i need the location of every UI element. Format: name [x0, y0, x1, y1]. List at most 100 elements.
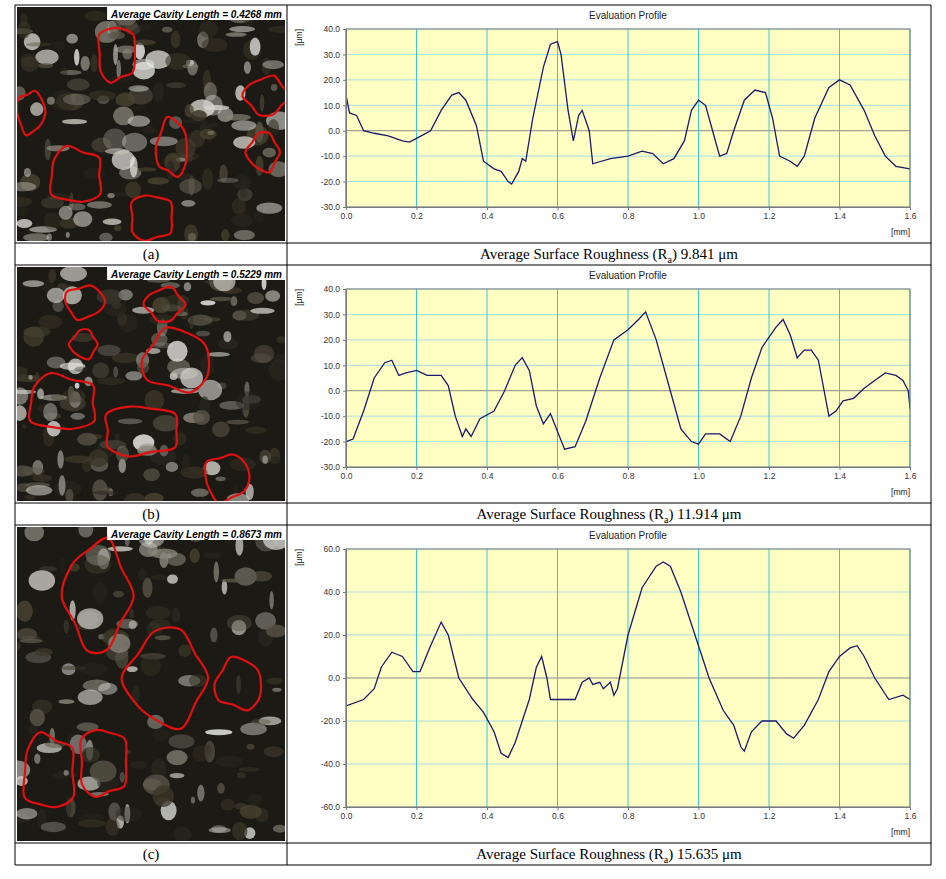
x-tick-mark: [769, 467, 770, 470]
y-tick-mark: [343, 105, 346, 106]
texture: [64, 619, 70, 633]
profile-line: [346, 42, 910, 184]
texture: [115, 806, 142, 822]
texture: [81, 56, 90, 71]
x-tick-mark: [628, 467, 629, 470]
image-label: Average Cavity Length = 0.5229 mm: [107, 267, 285, 280]
texture: [173, 432, 187, 445]
texture: [216, 755, 244, 767]
texture: [143, 126, 156, 134]
chart-title: Evaluation Profile: [589, 10, 667, 21]
texture: [17, 205, 29, 217]
texture: [104, 301, 127, 316]
grid-line-x: [487, 289, 488, 467]
texture: [191, 110, 207, 121]
x-tick-label: 1.4: [834, 211, 846, 221]
x-tick-label: 1.2: [764, 471, 776, 481]
cavity-outline: [98, 28, 135, 83]
texture: [48, 269, 56, 283]
grid-line-x: [628, 289, 629, 467]
texture: [263, 746, 283, 757]
texture: [276, 336, 285, 344]
y-tick: 30.0: [323, 310, 346, 320]
grid-line-x: [557, 29, 558, 207]
texture: [221, 578, 248, 582]
texture: [17, 219, 32, 228]
cavity-outline: [142, 327, 209, 392]
texture: [62, 119, 87, 124]
texture: [202, 552, 220, 558]
y-tick-label: -20.0: [321, 177, 341, 187]
texture: [191, 797, 195, 804]
texture: [98, 683, 117, 695]
caption-text: ) 15.635 μm: [668, 846, 742, 863]
y-tick-mark: [343, 592, 346, 593]
texture: [17, 366, 28, 376]
texture: [77, 433, 97, 446]
texture: [184, 224, 198, 241]
x-tick-mark: [769, 807, 770, 810]
texture: [254, 345, 275, 364]
plot-background: [346, 29, 910, 207]
x-tick-label: 0.6: [552, 211, 564, 221]
texture: [47, 97, 55, 105]
texture: [78, 527, 93, 538]
cavity-outline: [80, 730, 126, 797]
x-axis-line: [347, 468, 911, 471]
texture: [268, 26, 285, 33]
caption-text: ) 9.841 μm: [672, 246, 738, 263]
texture: [269, 591, 273, 609]
texture: [145, 493, 164, 501]
x-tick-mark: [699, 467, 700, 470]
cavity-outline: [214, 657, 261, 711]
y-tick: 30.0: [323, 50, 346, 60]
cavity-outline: [29, 373, 95, 429]
caption-text: Average Surface Roughness (R: [476, 846, 664, 863]
x-tick-label: 0.2: [411, 471, 423, 481]
texture: [97, 377, 124, 385]
texture: [182, 454, 190, 472]
x-tick: 1.0: [693, 207, 705, 221]
texture: [250, 37, 261, 55]
x-tick-mark: [840, 467, 841, 470]
texture: [28, 725, 38, 734]
x-tick-label: 0.2: [411, 811, 423, 821]
texture: [190, 549, 200, 563]
x-axis: 0.00.20.40.60.81.01.21.41.6: [341, 207, 917, 221]
y-tick-label: -40.0: [321, 759, 341, 769]
texture: [22, 636, 40, 640]
texture: [142, 578, 152, 598]
texture: [160, 296, 168, 309]
texture: [236, 675, 241, 694]
texture: [78, 689, 103, 705]
y-tick-label: 20.0: [323, 335, 340, 345]
texture: [210, 297, 233, 302]
texture: [64, 455, 91, 463]
texture: [118, 418, 142, 424]
texture: [20, 13, 28, 26]
texture: [232, 311, 246, 321]
x-tick: 0.6: [552, 207, 564, 221]
texture: [167, 341, 188, 362]
texture: [17, 776, 28, 786]
x-tick: 1.6: [905, 467, 917, 481]
y-tick: 20.0: [323, 75, 346, 85]
texture: [210, 627, 217, 642]
texture: [143, 468, 160, 481]
texture: [130, 156, 138, 177]
x-tick-mark: [910, 807, 911, 810]
texture: [71, 413, 85, 420]
chart: 40.030.020.010.00.0-10.0-20.0-30.00.00.2…: [294, 10, 917, 237]
texture: [75, 383, 80, 389]
y-tick-mark: [343, 467, 346, 468]
texture: [35, 648, 53, 656]
x-axis-line: [347, 208, 911, 211]
table-rule: [15, 865, 931, 866]
texture: [167, 750, 188, 765]
y-axis-title: [μm]: [294, 29, 304, 46]
texture: [58, 699, 74, 704]
texture: [133, 40, 156, 46]
x-axis-line: [347, 808, 911, 811]
texture: [132, 106, 146, 110]
x-tick-mark: [558, 207, 559, 210]
